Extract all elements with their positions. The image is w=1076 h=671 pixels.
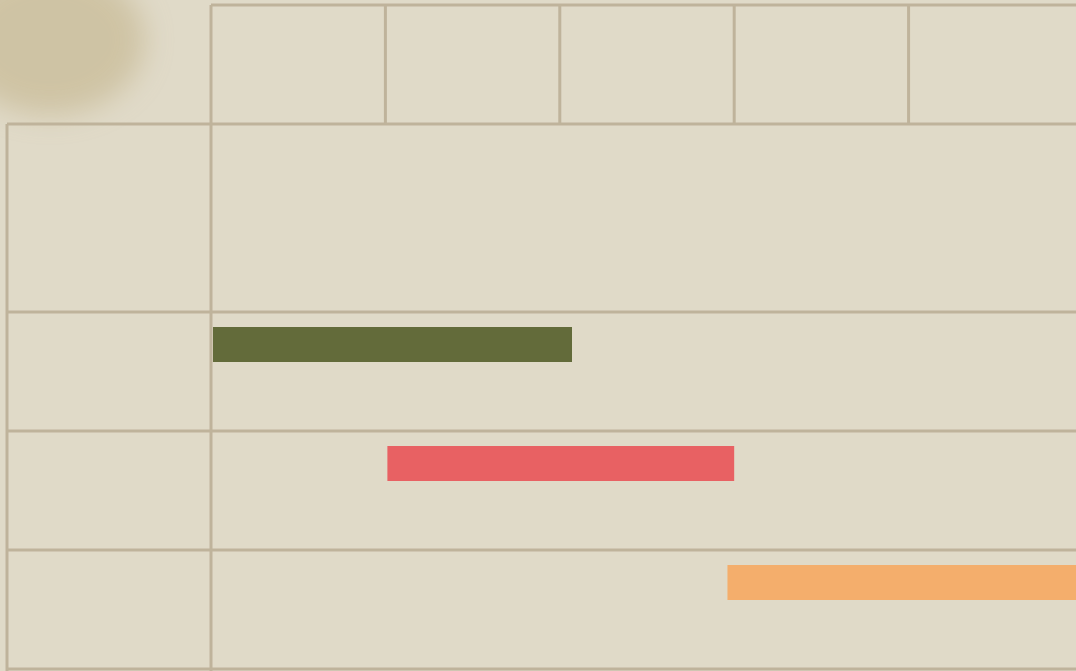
task-bar: [387, 446, 735, 481]
task-bar: [727, 565, 1076, 600]
stain: [0, 0, 145, 115]
task-bar: [213, 327, 572, 362]
table-frame: [5, 3, 1076, 671]
bars: [213, 327, 1076, 600]
